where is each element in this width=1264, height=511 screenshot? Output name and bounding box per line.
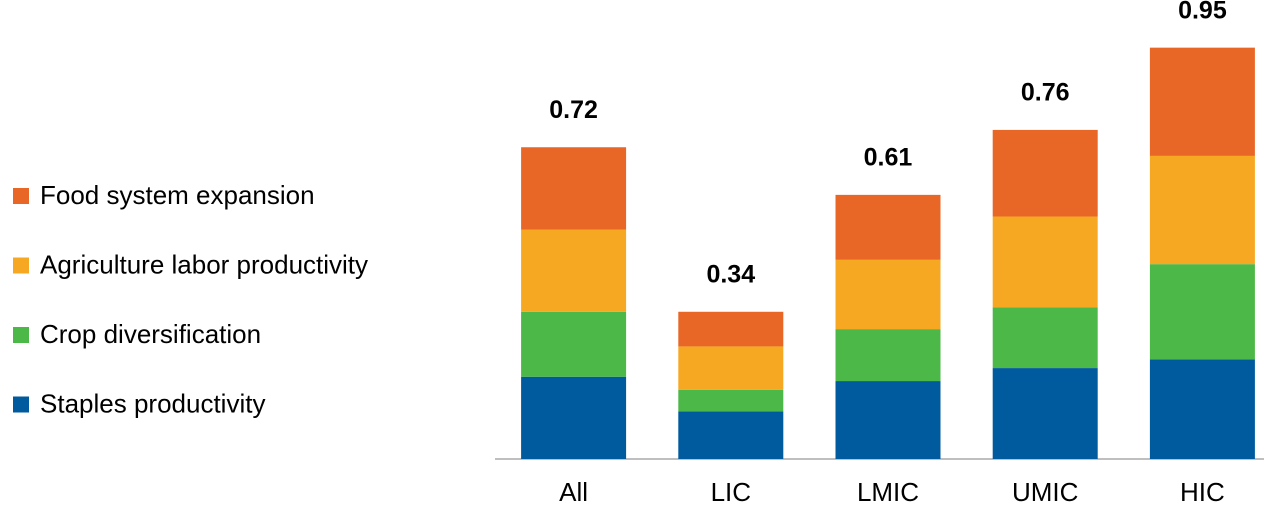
x-tick-label: LIC [711, 477, 751, 507]
bar-segment [1149, 359, 1255, 459]
bar-segment [521, 376, 627, 459]
bar-segment [992, 216, 1098, 308]
bar-segment [992, 129, 1098, 217]
x-tick-label: LMIC [857, 477, 919, 507]
total-label: 0.34 [706, 260, 755, 288]
bar-segment [678, 346, 784, 390]
bar-segment [678, 389, 784, 412]
bar-segment [1149, 155, 1255, 265]
legend-label: Agriculture labor productivity [40, 249, 368, 279]
legend-label: Food system expansion [40, 180, 315, 210]
bar-segment [835, 381, 941, 459]
bar-segment [678, 311, 784, 347]
x-tick-label: HIC [1180, 477, 1225, 507]
legend-label: Crop diversification [40, 319, 261, 349]
legend-label: Staples productivity [40, 388, 265, 418]
bar-segment [835, 194, 941, 260]
bar-segment [835, 259, 941, 330]
bar-segment [678, 411, 784, 459]
x-tick-label: All [559, 477, 588, 507]
bar-segment [521, 311, 627, 377]
bar-segment [992, 368, 1098, 459]
total-label: 0.76 [1021, 79, 1070, 107]
legend-swatch [13, 396, 29, 413]
bar-segment [521, 229, 627, 312]
bar-segment [1149, 47, 1255, 156]
legend-swatch [13, 188, 29, 204]
bar-segment [835, 329, 941, 382]
bar-segment [1149, 264, 1255, 360]
legend-swatch [13, 257, 29, 274]
total-label: 0.95 [1178, 0, 1227, 24]
legend-swatch [13, 327, 29, 343]
bar-segment [521, 147, 627, 230]
bar-segment [992, 307, 1098, 369]
x-tick-label: UMIC [1012, 477, 1078, 507]
total-label: 0.61 [864, 143, 913, 171]
total-label: 0.72 [549, 96, 598, 124]
